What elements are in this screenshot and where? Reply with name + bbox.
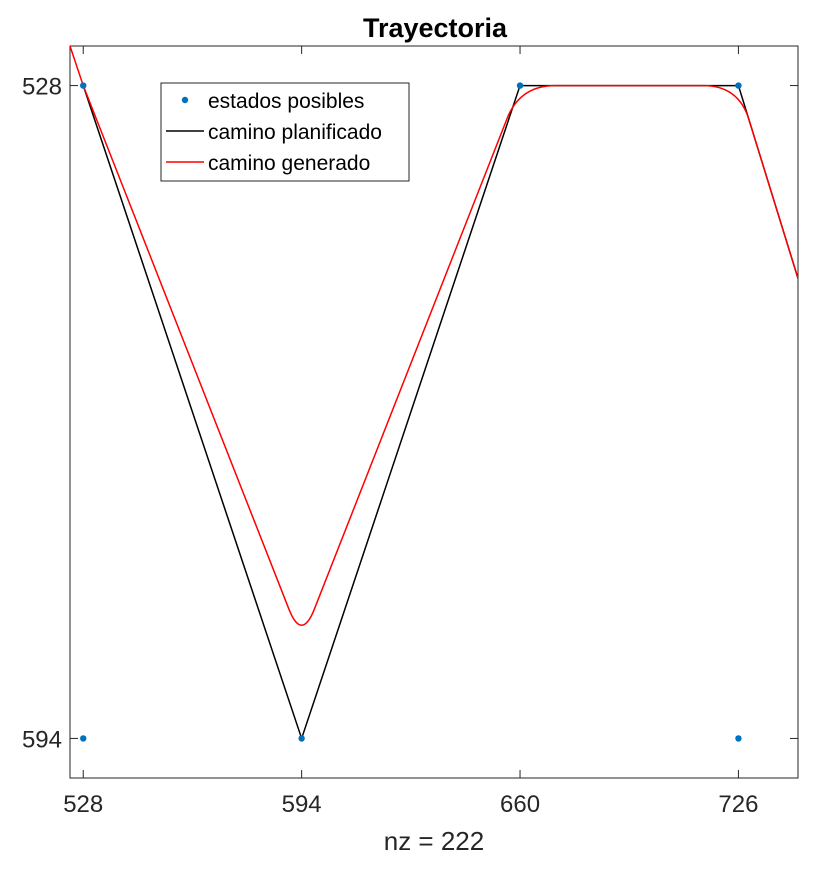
state-point	[80, 735, 87, 742]
state-point	[516, 82, 524, 89]
y-tick-label: 528	[22, 74, 62, 101]
legend: estados posibles camino planificado cami…	[160, 82, 410, 182]
state-point	[298, 735, 305, 742]
chart-title: Trayectoria	[363, 13, 508, 43]
y-axis-ticks: 528 594	[22, 74, 798, 753]
state-point	[735, 735, 742, 742]
series-layer	[70, 46, 798, 742]
x-axis-ticks: 528 594 660 726	[63, 46, 758, 818]
legend-label-generado: camino generado	[208, 152, 370, 175]
state-point	[80, 82, 87, 89]
x-tick-label: 660	[500, 791, 540, 818]
y-tick-label: 594	[22, 726, 62, 753]
legend-marker-estados	[181, 96, 189, 104]
legend-label-planificado: camino planificado	[208, 121, 382, 144]
x-tick-label: 726	[718, 791, 758, 818]
series-camino-generado	[70, 46, 798, 626]
x-tick-label: 528	[63, 791, 103, 818]
legend-label-estados: estados posibles	[208, 90, 364, 113]
x-tick-label: 594	[282, 791, 322, 818]
legend-box	[160, 82, 410, 182]
state-point	[735, 82, 742, 89]
x-axis-label: nz = 222	[384, 826, 484, 856]
